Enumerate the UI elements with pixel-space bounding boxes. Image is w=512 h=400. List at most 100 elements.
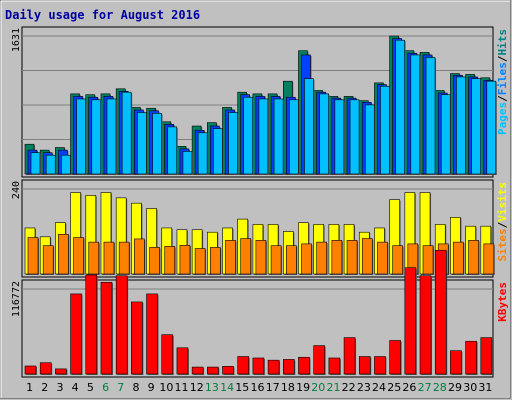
bar-pages-day-30 [471,78,481,175]
bar-sites-day-30 [468,240,479,275]
x-tick-label: 4 [72,381,79,394]
x-tick-label: 31 [478,381,492,394]
bar-pages-day-3 [61,154,71,175]
bar-kbytes-day-1 [24,365,37,375]
bar-pages-day-17 [273,98,284,175]
bar-sites-day-17 [270,245,282,275]
bar-sites-day-24 [377,241,388,275]
bar-sites-day-22 [346,240,358,275]
bar-pages-day-10 [167,126,178,175]
bar-sites-day-11 [179,245,191,275]
x-tick-label: 15 [235,381,249,394]
legend-kbytes: KBytes [496,282,509,322]
y-max-label: 116772 [11,281,22,317]
legend-sites: Sites [496,228,509,261]
bar-pages-day-4 [76,98,86,175]
legend-sep: / [496,221,509,228]
chart-title: Daily usage for August 2016 [5,8,200,22]
bar-pages-day-23 [364,104,375,175]
bar-kbytes-day-2 [39,362,52,375]
bar-sites-day-20 [316,241,327,275]
panel-legend: KBytes [496,282,509,322]
bar-pages-day-14 [228,112,238,175]
bar-kbytes-day-21 [328,357,341,375]
panel-hits-files-pages: 1631 Pages/Files/Hits [11,26,509,178]
bar-kbytes-day-29 [450,350,462,375]
bar-kbytes-day-13 [207,366,219,375]
x-tick-label: 17 [266,381,280,394]
bar-sites-day-6 [103,241,115,275]
x-tick-label: 7 [117,381,124,394]
bar-sites-day-1 [27,237,39,275]
legend-sep: / [496,95,509,102]
bar-pages-day-12 [197,132,208,175]
bar-pages-day-20 [319,93,329,175]
bar-kbytes-day-27 [419,275,432,375]
x-tick-label: 22 [342,381,356,394]
x-tick-label: 23 [357,381,371,394]
bar-sites-day-21 [331,240,343,275]
bar-sites-day-25 [392,245,403,275]
bar-kbytes-day-3 [55,368,67,375]
x-tick-label: 12 [190,381,204,394]
bar-kbytes-day-8 [131,301,143,375]
bar-sites-day-10 [164,246,176,275]
bar-kbytes-day-19 [298,356,310,375]
bar-sites-day-12 [194,248,206,275]
bar-kbytes-day-22 [343,337,356,375]
panel-legend: Pages/Files/Hits [496,29,509,135]
bar-pages-day-19 [304,78,314,175]
x-tick-label: 6 [102,381,109,394]
y-max-label: 1631 [11,28,22,52]
x-tick-label: 28 [433,381,447,394]
legend-sep: / [496,55,509,62]
y-max-label: 240 [11,181,22,199]
bar-pages-day-29 [456,76,466,175]
x-tick-label: 19 [296,381,310,394]
panel-legend: Sites/Visits [496,182,509,262]
bar-kbytes-day-16 [252,357,265,375]
bar-sites-day-7 [118,241,130,275]
bar-kbytes-day-24 [374,356,386,375]
bar-kbytes-day-26 [404,267,417,375]
bar-kbytes-day-10 [161,334,174,375]
bar-kbytes-day-30 [465,340,477,375]
bar-pages-day-31 [486,80,497,175]
bar-pages-day-28 [440,94,451,175]
legend-files: Files [496,62,509,95]
legend-hits: Hits [496,29,509,56]
x-tick-label: 29 [448,381,462,394]
x-tick-label: 18 [281,381,295,394]
bar-pages-day-27 [425,57,436,175]
bar-pages-day-21 [334,99,345,175]
x-tick-label: 14 [220,381,234,394]
x-tick-label: 2 [41,381,48,394]
bar-pages-day-25 [395,39,405,175]
bar-pages-day-13 [213,128,223,175]
bar-kbytes-day-9 [146,293,158,375]
bar-pages-day-1 [30,152,41,175]
bar-kbytes-day-20 [313,345,325,375]
x-tick-label: 13 [205,381,219,394]
bar-pages-day-24 [380,85,390,175]
bar-sites-day-23 [361,238,373,275]
bar-kbytes-day-12 [191,366,204,375]
bar-sites-day-14 [225,240,236,275]
panel-visits-sites: 240 Sites/Visits [11,179,509,278]
bar-pages-day-26 [410,54,421,175]
bar-kbytes-day-7 [115,275,128,375]
bar-sites-day-3 [58,234,69,275]
bar-pages-day-18 [288,99,299,175]
bar-pages-day-16 [258,98,269,175]
x-tick-label: 30 [463,381,477,394]
bar-pages-day-6 [106,98,117,175]
bar-sites-day-4 [73,237,84,275]
x-tick-label: 24 [372,381,386,394]
bar-pages-day-22 [349,99,360,175]
x-tick-label: 27 [418,381,432,394]
x-tick-label: 26 [402,381,416,394]
bar-sites-day-5 [88,241,100,275]
bar-pages-day-15 [243,96,254,175]
bar-sites-day-27 [422,245,434,275]
